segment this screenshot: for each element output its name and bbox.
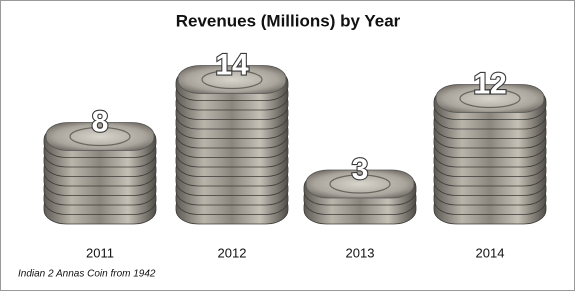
chart: Revenues (Millions) by Year Indian 2 Ann… [0,0,575,291]
value-label: 8 [92,105,109,138]
chart-title: Revenues (Millions) by Year [176,11,401,30]
coin-stack [176,66,288,225]
footnote: Indian 2 Annas Coin from 1942 [18,269,156,280]
x-tick-label: 2014 [476,245,505,260]
x-tick-label: 2013 [346,245,375,260]
value-label: 3 [352,153,369,186]
x-tick-label: 2012 [218,245,247,260]
x-tick-label: 2011 [86,245,114,260]
value-label: 12 [473,67,506,100]
coin-stack [434,85,546,225]
value-label: 14 [215,48,249,81]
